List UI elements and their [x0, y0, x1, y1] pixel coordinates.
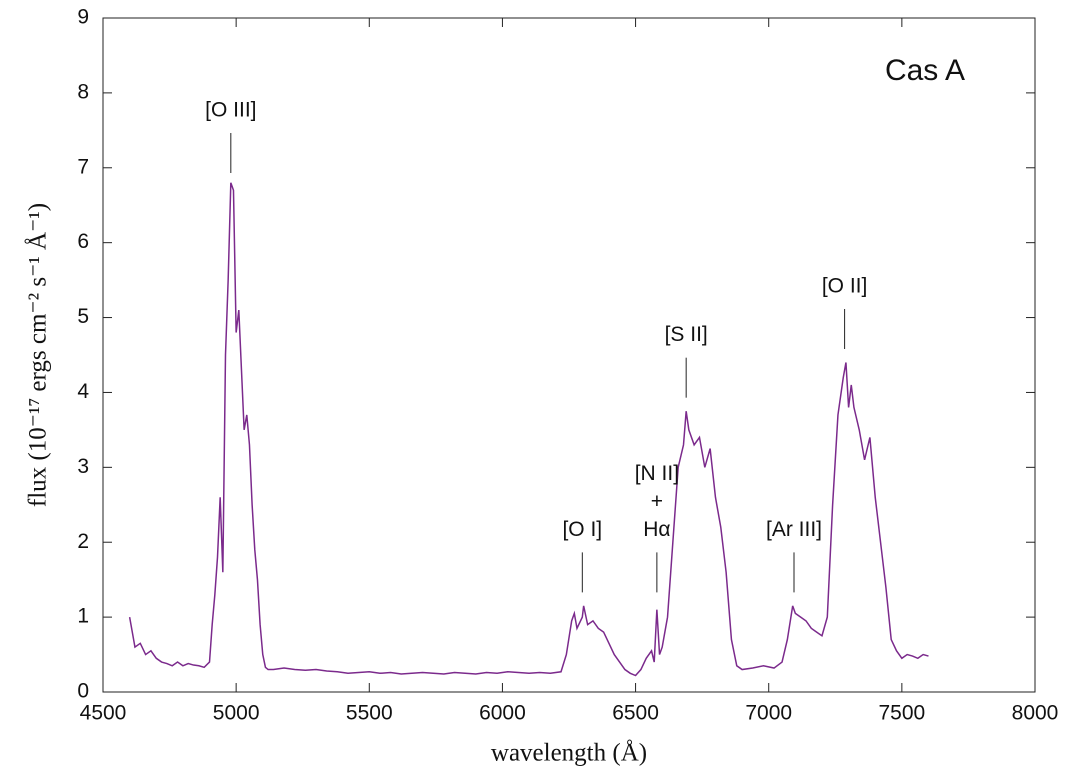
y-tick-label: 2 — [77, 530, 89, 553]
spectrum-line — [128, 182, 929, 677]
x-tick-label: 5000 — [213, 702, 260, 725]
y-tick-label: 3 — [77, 455, 89, 478]
chart-title: Cas A — [885, 54, 965, 87]
x-tick-label: 7500 — [878, 702, 925, 725]
y-tick-label: 0 — [77, 680, 89, 703]
y-tick-label: 5 — [77, 305, 89, 328]
x-axis-label: wavelength (Å) — [491, 740, 647, 767]
y-tick-label: 9 — [77, 6, 89, 29]
y-tick-label: 7 — [77, 155, 89, 178]
x-tick-label: 5500 — [346, 702, 393, 725]
x-tick-label: 8000 — [1012, 702, 1059, 725]
annotation-label: [S II] — [665, 323, 708, 346]
plot-frame — [102, 17, 1036, 693]
annotation-label: [O I] — [562, 518, 602, 541]
y-tick-label: 1 — [77, 605, 89, 628]
annotation-label: [O II] — [822, 275, 868, 298]
x-tick-label: 6500 — [612, 702, 659, 725]
annotation-label: [Ar III] — [766, 518, 822, 541]
y-axis-label: flux (10⁻¹⁷ ergs cm⁻² s⁻¹ Å⁻¹) — [25, 203, 52, 507]
x-tick-label: 7000 — [745, 702, 792, 725]
annotation-label: + — [651, 490, 663, 513]
y-tick-label: 8 — [77, 80, 89, 103]
y-tick-label: 4 — [77, 380, 89, 403]
x-tick-label: 6000 — [479, 702, 526, 725]
y-tick-label: 6 — [77, 230, 89, 253]
annotation-label: [N II] — [635, 462, 679, 485]
annotation-label: Hα — [643, 518, 670, 541]
x-tick-label: 4500 — [80, 702, 127, 725]
annotation-label: [O III] — [205, 99, 256, 122]
